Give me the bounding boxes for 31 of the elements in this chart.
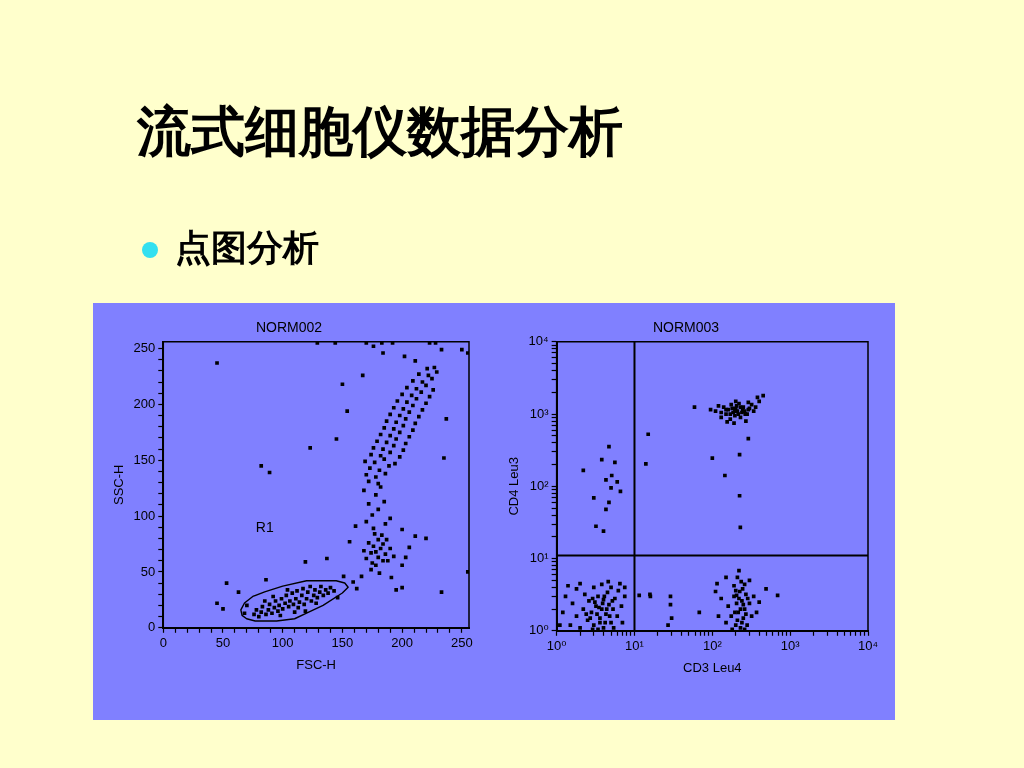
x-tick-label: 10² bbox=[702, 638, 723, 654]
y-tick-label: 10² bbox=[529, 477, 550, 493]
y-tick-label: 200 bbox=[133, 395, 156, 411]
x-tick-label: 10⁰ bbox=[546, 638, 567, 654]
y-tick-label: 10³ bbox=[529, 405, 550, 421]
y-tick-label: 150 bbox=[133, 451, 156, 467]
x-tick-label: 100 bbox=[271, 635, 294, 651]
x-tick-label: 10³ bbox=[780, 638, 801, 654]
x-tick-label: 0 bbox=[159, 635, 167, 651]
chart-title: NORM003 bbox=[652, 319, 720, 336]
x-axis-title: FSC-H bbox=[296, 656, 336, 672]
chart-title: NORM002 bbox=[255, 319, 323, 336]
text: 点图分析 bbox=[175, 227, 319, 270]
x-tick-label: 50 bbox=[215, 635, 231, 651]
y-axis-title: CD4 Leu3 bbox=[506, 457, 522, 516]
annotation: R1 bbox=[255, 518, 274, 535]
y-tick-label: 100 bbox=[133, 507, 156, 523]
y-tick-label: 250 bbox=[133, 340, 156, 356]
y-tick-label: 0 bbox=[148, 619, 156, 635]
x-tick-label: 150 bbox=[331, 635, 354, 651]
x-tick-label: 250 bbox=[450, 635, 473, 651]
y-tick-label: 10¹ bbox=[529, 550, 550, 566]
y-tick-label: 10⁴ bbox=[528, 333, 549, 349]
y-tick-label: 10⁰ bbox=[528, 622, 549, 638]
x-tick-label: 10¹ bbox=[625, 638, 645, 654]
y-axis-title: SSC-H bbox=[111, 464, 127, 506]
x-axis-title: CD3 Leu4 bbox=[683, 659, 742, 675]
y-tick-label: 50 bbox=[140, 563, 156, 579]
text: 流式细胞仪数据分析 bbox=[137, 101, 623, 164]
x-tick-label: 200 bbox=[391, 635, 413, 651]
x-tick-label: 10⁴ bbox=[857, 638, 879, 654]
